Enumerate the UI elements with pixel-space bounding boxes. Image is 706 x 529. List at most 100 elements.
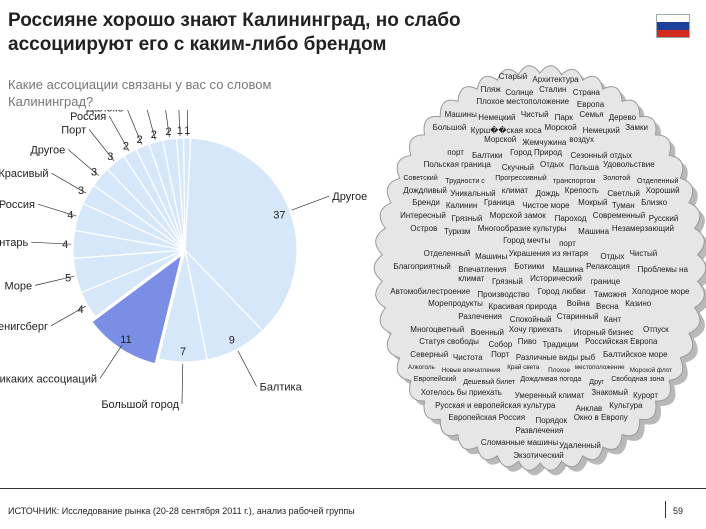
cloud-word: Чистое море: [522, 201, 570, 211]
cloud-word: Туризм: [444, 226, 471, 236]
slice-value-label: 5: [65, 273, 71, 285]
cloud-word: Северный: [410, 349, 449, 359]
cloud-word: Архитектура: [532, 75, 579, 84]
cloud-word: Чистый: [629, 248, 658, 258]
cloud-word: Украшения из янтаря: [508, 248, 589, 258]
survey-question: Какие ассоциации связаны у вас со словом…: [8, 77, 272, 109]
pie-slice: [157, 249, 209, 363]
pie-slice: [184, 137, 298, 332]
page-number: 59: [673, 506, 684, 516]
cloud-word: Замки: [625, 122, 648, 132]
cloud-word: Незамерзающий: [611, 223, 675, 233]
leader-line: [99, 344, 123, 379]
title-line-1: Россияне хорошо знают Калининград, но сл…: [8, 10, 461, 31]
flag-stripe-white: [657, 15, 689, 23]
cloud-word: Морской замок: [489, 211, 546, 220]
cloud-word: Многоцветный: [410, 324, 465, 334]
cloud-word: Сталин: [539, 84, 567, 94]
leader-line: [181, 363, 184, 405]
cloud-word: Знакомый: [591, 387, 629, 397]
cloud-word: Разлечения: [458, 312, 502, 321]
cloud-word: Дождливая погода: [520, 376, 582, 384]
cloud-word: Удаленный: [559, 441, 601, 451]
slice-value-label: 37: [273, 210, 285, 222]
russian-flag-icon: [656, 14, 690, 38]
cloud-word: Старинный: [556, 312, 599, 321]
cloud-word: Машины: [444, 109, 477, 119]
cloud-word: воздух: [569, 135, 594, 145]
cloud-word: Трудности с: [445, 177, 485, 186]
cloud-word: Город мечты: [503, 236, 551, 246]
slice-category-label: Другое: [30, 145, 65, 157]
cloud-word: Дождь: [535, 188, 560, 198]
cloud-word: Казино: [625, 299, 652, 309]
cloud-word: транспортом: [553, 177, 596, 186]
word-cloud-shape: [373, 65, 706, 471]
leader-line: [88, 129, 115, 162]
cloud-word: Русский: [648, 214, 679, 223]
cloud-word: Холодное море: [631, 286, 690, 296]
cloud-word: Культура: [609, 400, 643, 410]
cloud-word: Удовольствие: [603, 160, 655, 170]
pie-slice: [183, 137, 192, 251]
cloud-word: Порт: [491, 349, 510, 359]
leader-line: [50, 305, 86, 327]
cloud-word: Военный: [470, 327, 504, 337]
cloud-word: Курш��ская коса: [470, 125, 542, 135]
cloud-word: Война: [566, 299, 590, 309]
cloud-word: Отдых: [600, 251, 625, 261]
slice-category-label: Далеко: [86, 110, 123, 115]
cloud-word: Хотелось бы приехать: [420, 387, 502, 397]
cloud-word: Дождливый: [403, 185, 447, 195]
cloud-word: Сезонный отдых: [570, 150, 632, 160]
cloud-word: Дешевый билет: [463, 379, 516, 387]
cloud-word: Скучный: [501, 163, 534, 173]
slice-category-label: Большой город: [101, 399, 179, 411]
cloud-word: Мокрый: [578, 198, 608, 208]
cloud-word: Русская и европейская культура: [435, 400, 556, 410]
slice-value-label: 3: [91, 167, 97, 179]
pie-chart: 37 Другое 9 Балтика 7 Большой город 11 Никаких …: [0, 110, 367, 411]
cloud-word: Машины: [475, 251, 508, 261]
slice-category-label: Янтарь: [0, 237, 28, 249]
cloud-word: Европа: [576, 100, 605, 110]
cloud-word: Город любви: [537, 286, 586, 296]
cloud-word: Машина: [552, 264, 584, 274]
cloud-word: порт: [559, 239, 576, 249]
cloud-word: Спокойный: [509, 315, 552, 324]
cloud-word: Различные виды рыб: [515, 352, 596, 362]
cloud-word: Золотой: [602, 174, 631, 183]
slice-category-label: Западная Россия: [0, 199, 35, 211]
slice-value-label: 4: [62, 239, 68, 251]
cloud-word: Светлый: [607, 188, 640, 198]
cloud-word: Чистый: [520, 109, 549, 119]
cloud-word: Морской: [484, 135, 517, 145]
cloud-word: Новые впечатления: [441, 366, 501, 374]
cloud-word: Автомобилестроение: [390, 286, 471, 296]
slice-category-label: Россия: [70, 111, 106, 123]
leader-line: [127, 110, 143, 145]
cloud-word: Пляж: [480, 84, 501, 94]
cloud-word: Морской флот: [629, 366, 672, 374]
leader-line: [146, 110, 156, 140]
cloud-word: Интересный: [400, 211, 446, 220]
cloud-word: Семья: [579, 109, 604, 119]
cloud-word: Большой: [432, 122, 467, 132]
cloud-word: Бренди: [412, 198, 440, 208]
cloud-word: Впечатления: [458, 264, 507, 274]
cloud-word: Таможня: [593, 289, 627, 299]
cloud-word: Чистота: [452, 352, 483, 362]
slide-title: Россияне хорошо знают Калининград, но сл…: [8, 9, 608, 57]
slice-value-label: 11: [120, 334, 131, 346]
slice-category-label: Порт: [61, 125, 86, 137]
cloud-word: климат: [501, 185, 529, 195]
cloud-word: Друг: [589, 379, 605, 387]
cloud-word: Советский: [403, 174, 438, 183]
slice-category-label: Другое: [332, 191, 367, 203]
leader-line: [68, 149, 99, 176]
cloud-word: границе: [590, 277, 621, 287]
cloud-word: Проблемы на: [637, 264, 688, 274]
cloud-word: Отделенный: [637, 177, 679, 186]
cloud-word: Туман: [611, 201, 635, 211]
cloud-word: Собор: [488, 340, 513, 350]
